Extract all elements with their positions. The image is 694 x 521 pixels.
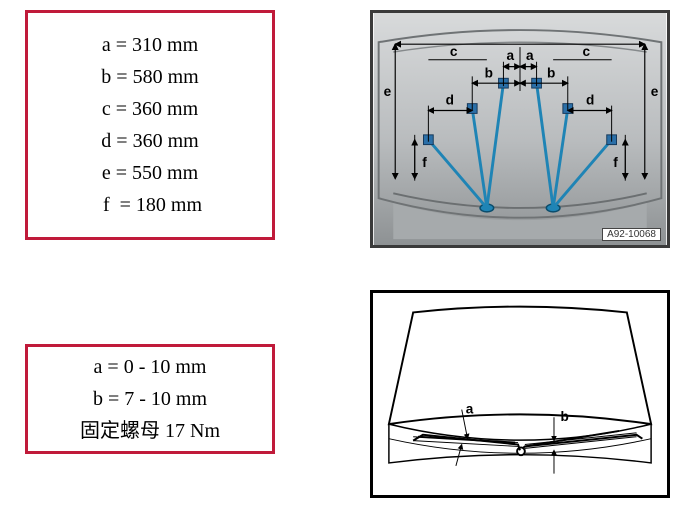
measure-line: e = 550 mm	[28, 157, 272, 189]
wiper-position-diagram: a b	[370, 290, 670, 498]
label-d-left: d	[446, 93, 454, 108]
hood-spray-diagram: e e a a b b c c	[370, 10, 670, 248]
label-f-right: f	[613, 155, 618, 170]
svg-text:b: b	[561, 409, 569, 424]
measure-line: f = 180 mm	[28, 189, 272, 221]
label-d-right: d	[586, 93, 594, 108]
label-c-right: c	[582, 44, 590, 59]
label-e-left: e	[384, 84, 392, 99]
label-e-right: e	[651, 84, 659, 99]
label-a-left: a	[506, 48, 514, 63]
measure-line: 固定螺母 17 Nm	[28, 415, 272, 447]
windshield-outline	[389, 307, 651, 425]
label-c-left: c	[450, 44, 458, 59]
svg-text:a: a	[466, 401, 474, 416]
measure-line: a = 310 mm	[28, 29, 272, 61]
diagram-ref: A92-10068	[602, 228, 661, 241]
label-b-right: b	[547, 65, 555, 80]
measure-line: a = 0 - 10 mm	[28, 351, 272, 383]
measure-line: b = 580 mm	[28, 61, 272, 93]
measure-line: c = 360 mm	[28, 93, 272, 125]
measure-line: b = 7 - 10 mm	[28, 383, 272, 415]
measurements-box-wiper: a = 0 - 10 mmb = 7 - 10 mm固定螺母 17 Nm	[25, 344, 275, 454]
measure-line: d = 360 mm	[28, 125, 272, 157]
label-a-right: a	[526, 48, 534, 63]
label-f-left: f	[422, 155, 427, 170]
measurements-box-spray: a = 310 mmb = 580 mmc = 360 mmd = 360 mm…	[25, 10, 275, 240]
label-b-left: b	[485, 65, 493, 80]
